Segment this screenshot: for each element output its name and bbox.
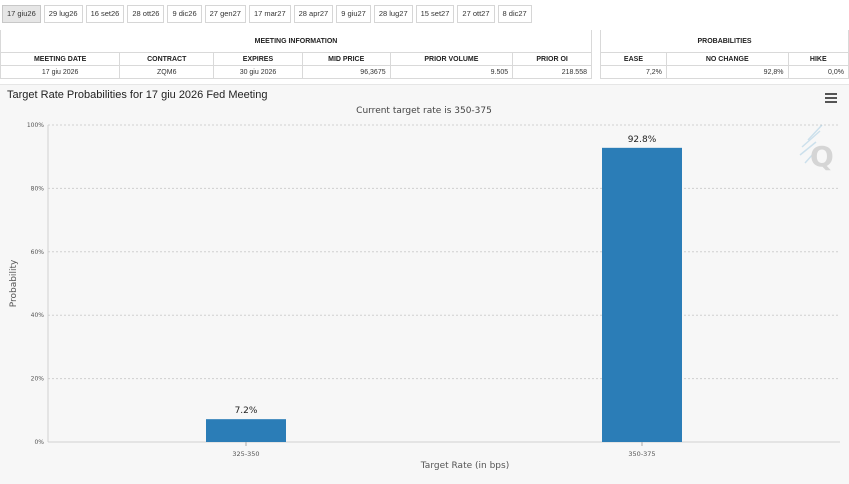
x-tick-label: 325-350 <box>232 450 259 458</box>
bar <box>602 147 682 442</box>
tab-28-ott26[interactable]: 28 ott26 <box>127 5 165 23</box>
meeting-tabs: 17 giu26 29 lug26 16 set26 28 ott26 9 dic26 2… <box>2 5 532 23</box>
header-meeting-date: MEETING DATE <box>0 52 121 66</box>
tab-28-lug27[interactable]: 28 lug27 <box>373 5 413 23</box>
chart-subtitle: Current target rate is 350-375 <box>356 106 492 116</box>
y-tick-label: 20% <box>31 376 45 383</box>
meeting-information-title: MEETING INFORMATION <box>0 30 592 53</box>
tab-29-lug26[interactable]: 29 lug26 <box>43 5 83 23</box>
cell-hike: 0,0% <box>787 65 849 79</box>
y-tick-label: 0% <box>34 439 44 446</box>
cell-ease: 7,2% <box>600 65 667 79</box>
header-expires: EXPIRES <box>213 52 303 66</box>
tab-27-ott27[interactable]: 27 ott27 <box>457 5 495 23</box>
header-prior-oi: PRIOR OI <box>512 52 592 66</box>
header-contract: CONTRACT <box>119 52 215 66</box>
y-tick-label: 80% <box>31 185 45 192</box>
tab-17-mar27[interactable]: 17 mar27 <box>248 5 291 23</box>
header-ease: EASE <box>600 52 667 66</box>
cell-mid-price: 96,3675 <box>301 65 391 79</box>
y-axis-label: Probability <box>9 259 19 307</box>
tab-17-giu26[interactable]: 17 giu26 <box>2 5 41 23</box>
svg-text:Q: Q <box>810 140 834 173</box>
y-tick-label: 60% <box>31 249 45 256</box>
cell-prior-volume: 9.505 <box>389 65 514 79</box>
meeting-information-table: MEETING INFORMATION MEETING DATE CONTRAC… <box>0 30 592 79</box>
x-tick-label: 350-375 <box>628 450 655 458</box>
probabilities-title: PROBABILITIES <box>600 30 849 53</box>
bar-data-label: 92.8% <box>628 135 657 145</box>
tab-15-set27[interactable]: 15 set27 <box>415 5 455 23</box>
hamburger-menu-icon[interactable] <box>825 93 837 105</box>
cell-prior-oi: 218.558 <box>512 65 592 79</box>
tab-28-apr27[interactable]: 28 apr27 <box>293 5 334 23</box>
tab-8-dic27[interactable]: 8 dic27 <box>497 5 532 23</box>
cell-contract: ZQM6 <box>119 65 215 79</box>
cell-meeting-date: 17 giu 2026 <box>0 65 121 79</box>
y-tick-label: 40% <box>31 312 45 319</box>
y-tick-label: 100% <box>27 122 44 129</box>
chart-container: Target Rate Probabilities for 17 giu 202… <box>0 84 849 484</box>
table-row: 7,2% 92,8% 0,0% <box>600 65 849 79</box>
chart-title: Target Rate Probabilities for 17 giu 202… <box>7 89 268 101</box>
tab-16-set26[interactable]: 16 set26 <box>85 5 125 23</box>
tab-9-dic26[interactable]: 9 dic26 <box>167 5 202 23</box>
cell-expires: 30 giu 2026 <box>213 65 303 79</box>
header-hike: HIKE <box>787 52 849 66</box>
bar <box>206 419 286 442</box>
x-axis-label: Target Rate (in bps) <box>420 461 509 471</box>
header-mid-price: MID PRICE <box>301 52 391 66</box>
header-no-change: NO CHANGE <box>665 52 789 66</box>
bar-chart: Current target rate is 350-375 0% 20% 40% 60… <box>9 106 840 471</box>
bar-data-label: 7.2% <box>235 406 258 416</box>
table-row: 17 giu 2026 ZQM6 30 giu 2026 96,3675 9.5… <box>0 65 592 79</box>
watermark-logo-icon: Q <box>799 124 834 173</box>
tab-27-gen27[interactable]: 27 gen27 <box>204 5 246 23</box>
cell-no-change: 92,8% <box>665 65 789 79</box>
probabilities-table: PROBABILITIES EASE NO CHANGE HIKE 7,2% 9… <box>600 30 849 79</box>
tab-9-giu27[interactable]: 9 giu27 <box>336 5 371 23</box>
header-prior-volume: PRIOR VOLUME <box>389 52 514 66</box>
